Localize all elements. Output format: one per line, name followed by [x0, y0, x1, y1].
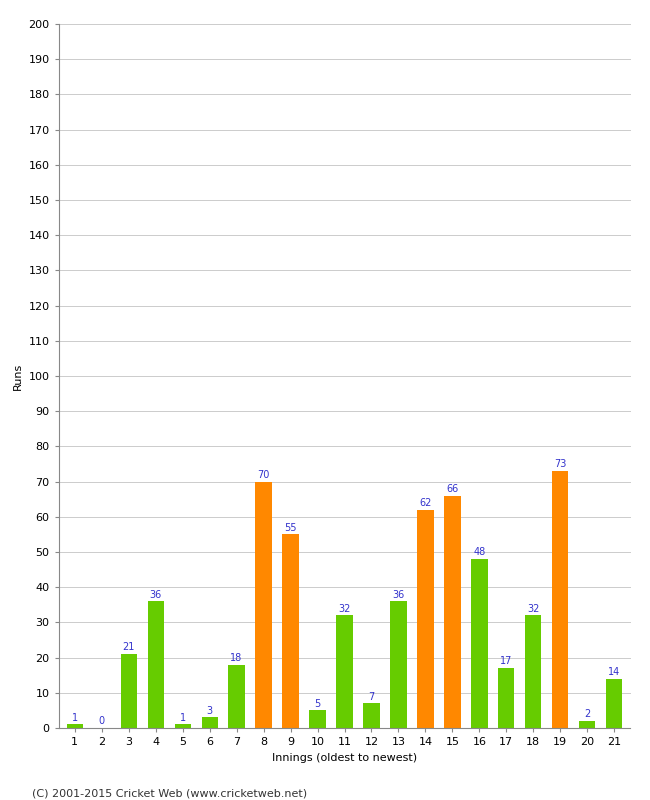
Text: 70: 70 [257, 470, 270, 480]
Text: 0: 0 [99, 716, 105, 726]
Text: 36: 36 [393, 590, 404, 599]
X-axis label: Innings (oldest to newest): Innings (oldest to newest) [272, 753, 417, 762]
Bar [445, 496, 460, 728]
Text: (C) 2001-2015 Cricket Web (www.cricketweb.net): (C) 2001-2015 Cricket Web (www.cricketwe… [32, 788, 307, 798]
Text: 62: 62 [419, 498, 432, 508]
Text: 1: 1 [72, 713, 78, 722]
Bar [525, 615, 541, 728]
Bar [148, 602, 164, 728]
Bar [229, 665, 244, 728]
Bar [255, 482, 272, 728]
Text: 5: 5 [315, 698, 320, 709]
Text: 55: 55 [284, 522, 297, 533]
Bar [499, 668, 515, 728]
Text: 17: 17 [500, 656, 513, 666]
Bar [606, 678, 623, 728]
Text: 36: 36 [150, 590, 162, 599]
Text: 2: 2 [584, 709, 590, 719]
Bar [363, 703, 380, 728]
Bar [552, 471, 569, 728]
Text: 1: 1 [179, 713, 186, 722]
Text: 32: 32 [338, 603, 351, 614]
Bar [391, 602, 406, 728]
Bar [309, 710, 326, 728]
Text: 66: 66 [447, 484, 458, 494]
Bar [66, 725, 83, 728]
Bar [202, 718, 218, 728]
Text: 21: 21 [122, 642, 135, 652]
Text: 14: 14 [608, 667, 621, 677]
Bar [417, 510, 434, 728]
Text: 3: 3 [207, 706, 213, 716]
Bar [174, 725, 190, 728]
Bar [283, 534, 298, 728]
Bar [471, 559, 488, 728]
Bar [579, 721, 595, 728]
Text: 18: 18 [231, 653, 242, 663]
Bar [337, 615, 352, 728]
Text: 48: 48 [473, 547, 486, 558]
Bar [120, 654, 136, 728]
Text: 32: 32 [527, 603, 540, 614]
Y-axis label: Runs: Runs [13, 362, 23, 390]
Text: 73: 73 [554, 459, 567, 470]
Text: 7: 7 [369, 691, 374, 702]
